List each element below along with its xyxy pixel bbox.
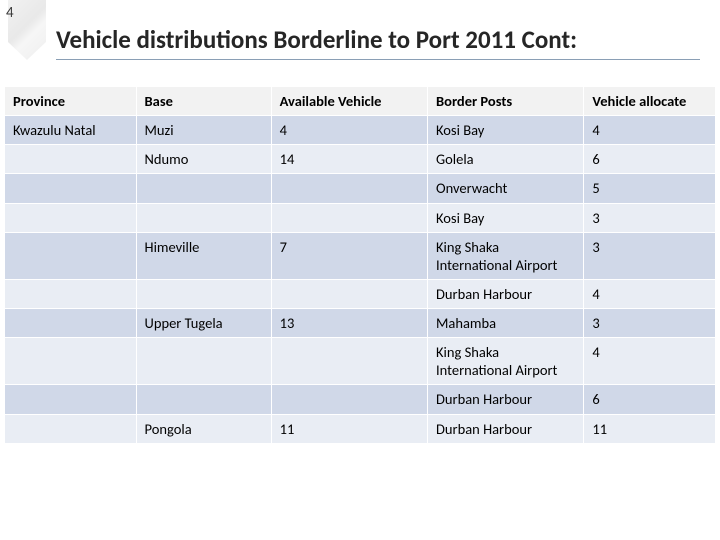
table-row: Upper Tugela13Mahamba3 bbox=[5, 309, 716, 338]
table-cell bbox=[5, 203, 137, 232]
col-available: Available Vehicle bbox=[271, 87, 427, 116]
table-cell: Golela bbox=[428, 145, 584, 174]
slide-title: Vehicle distributions Borderline to Port… bbox=[56, 24, 700, 59]
table-cell: Pongola bbox=[136, 414, 271, 443]
table-row: Ndumo14Golela6 bbox=[5, 145, 716, 174]
table-cell: King Shaka International Airport bbox=[428, 338, 584, 385]
table-cell: Upper Tugela bbox=[136, 309, 271, 338]
table-cell: 11 bbox=[584, 414, 716, 443]
table-cell: 4 bbox=[584, 338, 716, 385]
table-cell bbox=[136, 174, 271, 203]
table-cell bbox=[5, 174, 137, 203]
table-cell: Muzi bbox=[136, 116, 271, 145]
table-cell: 4 bbox=[584, 116, 716, 145]
table-cell bbox=[5, 338, 137, 385]
table-cell bbox=[5, 414, 137, 443]
table-cell: 3 bbox=[584, 203, 716, 232]
vehicle-distribution-table: Province Base Available Vehicle Border P… bbox=[4, 86, 716, 444]
table-cell: 13 bbox=[271, 309, 427, 338]
table-cell: Kosi Bay bbox=[428, 116, 584, 145]
table-cell: Durban Harbour bbox=[428, 279, 584, 308]
table-cell: 14 bbox=[271, 145, 427, 174]
table-body: Kwazulu NatalMuzi4Kosi Bay4Ndumo14Golela… bbox=[5, 116, 716, 444]
table-cell bbox=[5, 385, 137, 414]
table-cell bbox=[271, 338, 427, 385]
data-table-wrap: Province Base Available Vehicle Border P… bbox=[4, 86, 716, 536]
table-cell: King Shaka International Airport bbox=[428, 232, 584, 279]
table-header-row: Province Base Available Vehicle Border P… bbox=[5, 87, 716, 116]
title-underline bbox=[56, 59, 700, 60]
col-base: Base bbox=[136, 87, 271, 116]
table-cell: Mahamba bbox=[428, 309, 584, 338]
table-cell bbox=[271, 174, 427, 203]
table-cell: Himeville bbox=[136, 232, 271, 279]
table-cell bbox=[271, 203, 427, 232]
table-row: Himeville7King Shaka International Airpo… bbox=[5, 232, 716, 279]
table-cell bbox=[271, 279, 427, 308]
table-cell bbox=[136, 385, 271, 414]
table-cell bbox=[271, 385, 427, 414]
table-cell bbox=[136, 203, 271, 232]
table-cell: 3 bbox=[584, 309, 716, 338]
table-row: Durban Harbour4 bbox=[5, 279, 716, 308]
table-row: King Shaka International Airport4 bbox=[5, 338, 716, 385]
table-cell bbox=[5, 145, 137, 174]
table-row: Durban Harbour6 bbox=[5, 385, 716, 414]
table-cell: 11 bbox=[271, 414, 427, 443]
table-cell: Onverwacht bbox=[428, 174, 584, 203]
title-block: Vehicle distributions Borderline to Port… bbox=[56, 24, 700, 60]
table-cell: Ndumo bbox=[136, 145, 271, 174]
table-cell bbox=[5, 309, 137, 338]
table-cell bbox=[5, 232, 137, 279]
table-cell bbox=[136, 279, 271, 308]
table-row: Kosi Bay3 bbox=[5, 203, 716, 232]
col-border: Border Posts bbox=[428, 87, 584, 116]
table-cell: Durban Harbour bbox=[428, 385, 584, 414]
table-row: Kwazulu NatalMuzi4Kosi Bay4 bbox=[5, 116, 716, 145]
table-cell: 4 bbox=[271, 116, 427, 145]
table-cell: 6 bbox=[584, 145, 716, 174]
table-cell bbox=[136, 338, 271, 385]
table-row: Onverwacht5 bbox=[5, 174, 716, 203]
table-row: Pongola11Durban Harbour11 bbox=[5, 414, 716, 443]
page-number: 4 bbox=[6, 4, 14, 22]
table-cell: Kwazulu Natal bbox=[5, 116, 137, 145]
table-cell: 3 bbox=[584, 232, 716, 279]
table-cell: 6 bbox=[584, 385, 716, 414]
table-cell: Durban Harbour bbox=[428, 414, 584, 443]
col-province: Province bbox=[5, 87, 137, 116]
table-cell: Kosi Bay bbox=[428, 203, 584, 232]
table-cell: 4 bbox=[584, 279, 716, 308]
col-allocate: Vehicle allocate bbox=[584, 87, 716, 116]
table-cell bbox=[5, 279, 137, 308]
table-cell: 7 bbox=[271, 232, 427, 279]
table-cell: 5 bbox=[584, 174, 716, 203]
